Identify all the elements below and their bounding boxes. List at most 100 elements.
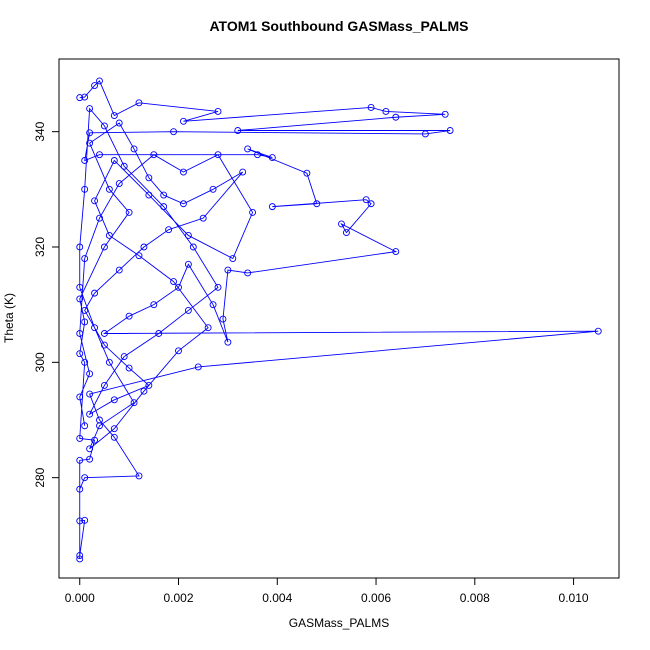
data-point [184,232,192,239]
data-point [76,456,84,464]
data-point [135,472,143,480]
y-axis-label: Theta (K) [2,293,16,343]
data-point [96,151,103,159]
data-point [155,330,163,337]
data-point [76,330,84,337]
data-point [392,113,400,121]
data-point [105,358,113,366]
data-point [110,157,118,164]
data-point [81,318,89,326]
data-point [214,151,222,159]
data-point [130,399,138,407]
data-point [81,255,89,262]
data-point [96,77,103,85]
data-point [338,220,345,228]
x-tick-label: 0.008 [460,591,490,605]
x-axis-label: GASMass_PALMS [289,616,389,630]
data-point [150,151,158,159]
data-point [81,93,89,101]
data-point [170,128,178,136]
data-point [86,105,94,113]
data-point [125,364,133,372]
data-point [367,103,375,111]
data-point [91,197,99,205]
data-point [145,191,153,199]
data-point [86,410,94,418]
data-point [100,243,108,251]
data-point [76,552,84,559]
data-point [105,185,113,193]
data-point [91,436,99,444]
plot-box [58,58,620,579]
data-point [594,327,602,335]
data-point [81,306,89,314]
data-point [189,243,197,251]
data-point [96,422,103,430]
data-point [229,255,237,262]
data-point [81,185,89,193]
data-point [254,151,261,159]
data-point [91,324,99,332]
y-tick-label: 300 [33,352,47,372]
data-point [145,174,153,182]
data-point [441,110,449,118]
x-tick-label: 0.000 [65,591,95,605]
data-point [150,301,158,309]
data-point [76,517,84,525]
data-point [76,243,84,251]
data-point [76,283,84,291]
data-point [303,169,311,177]
data-point [165,226,173,234]
data-point [184,306,192,314]
data-point [204,324,212,332]
data-point [120,162,128,170]
data-point [392,248,400,256]
data-point [234,127,242,134]
data-point [76,485,84,493]
data-point [110,112,118,119]
data-point [219,315,227,323]
data-point [81,422,89,430]
data-point [115,180,123,188]
data-point [115,266,123,274]
data-point [214,108,222,115]
data-point [100,381,108,389]
data-point [76,434,84,442]
data-point [249,208,257,216]
data-point [224,338,232,346]
data-point [244,269,252,277]
data-point [179,168,187,176]
data-point [110,396,118,404]
data-point [130,145,138,153]
data-point [125,208,133,216]
data-point [100,122,108,130]
data-point [179,117,187,125]
x-tick-label: 0.004 [262,591,292,605]
data-point [81,474,89,482]
data-point [362,196,370,204]
y-tick-label: 280 [33,467,47,487]
data-point [81,157,89,164]
data-point [367,200,375,208]
data-point [86,129,94,137]
data-point [175,347,182,355]
data-point [199,214,207,222]
data-point [209,185,217,193]
data-point [421,130,429,138]
data-point [110,425,118,433]
data-point [86,370,94,378]
data-point [268,154,276,162]
x-tick-label: 0.010 [559,591,589,605]
data-point [382,108,390,115]
data-point [76,94,84,102]
data-point [76,350,84,358]
data-point [81,358,89,366]
chart-title: ATOM1 Southbound GASMass_PALMS [209,18,468,34]
data-point [105,232,113,239]
data-point [140,243,148,251]
data-point [160,203,168,211]
data-point [446,127,454,134]
x-tick-label: 0.006 [361,591,391,605]
data-point [100,330,108,337]
